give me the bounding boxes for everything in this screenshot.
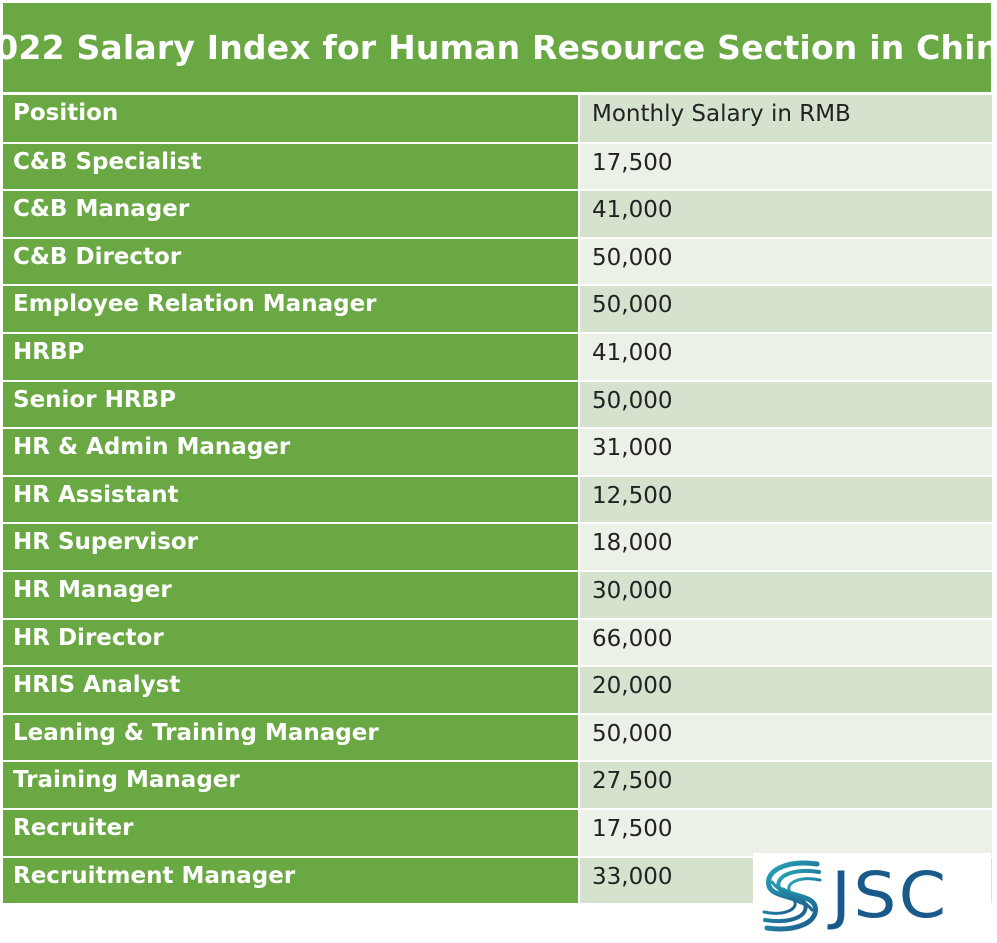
table-row: Recruiter 17,500 xyxy=(3,808,992,858)
table-row: Training Manager 27,500 xyxy=(3,761,992,810)
position-cell: HRIS Analyst xyxy=(3,666,580,715)
salary-cell: 66,000 xyxy=(579,618,992,668)
salary-cell: 20,000 xyxy=(579,666,992,715)
table-row: HRIS Analyst 20,000 xyxy=(3,666,992,715)
salary-cell: 31,000 xyxy=(579,428,992,477)
table-row: C&B Manager 41,000 xyxy=(3,190,992,239)
salary-cell: 17,500 xyxy=(579,142,992,192)
table-row: HRBP 41,000 xyxy=(3,332,992,382)
table-row: HR Director 66,000 xyxy=(3,618,992,668)
table-row: C&B Director 50,000 xyxy=(3,237,992,287)
logo-wordmark: JSC xyxy=(831,859,949,932)
table-row: HR Supervisor 18,000 xyxy=(3,523,992,572)
table-row: Senior HRBP 50,000 xyxy=(3,380,992,430)
jsc-swirl-logo-icon xyxy=(762,860,822,931)
page-title: 2022 Salary Index for Human Resource Sec… xyxy=(0,28,997,67)
table-row: HR & Admin Manager 31,000 xyxy=(3,428,992,477)
table-header-row: Position Monthly Salary in RMB xyxy=(3,95,992,144)
table-row: C&B Specialist 17,500 xyxy=(3,142,992,192)
salary-cell: 12,500 xyxy=(579,475,992,525)
position-cell: Leaning & Training Manager xyxy=(3,713,580,763)
salary-cell: 41,000 xyxy=(579,190,992,239)
header-position: Position xyxy=(3,95,580,144)
table-row: HR Assistant 12,500 xyxy=(3,475,992,525)
salary-cell: 50,000 xyxy=(579,713,992,763)
salary-cell: 50,000 xyxy=(579,237,992,287)
position-cell: HR Supervisor xyxy=(3,523,580,572)
salary-cell: 41,000 xyxy=(579,332,992,382)
position-cell: HR Manager xyxy=(3,570,580,620)
position-cell: HR Assistant xyxy=(3,475,580,525)
salary-cell: 17,500 xyxy=(579,808,992,858)
table-row: Employee Relation Manager 50,000 xyxy=(3,285,992,334)
jsc-logo: JSC xyxy=(753,853,991,938)
table-row: Leaning & Training Manager 50,000 xyxy=(3,713,992,763)
salary-cell: 50,000 xyxy=(579,285,992,334)
title-banner: 2022 Salary Index for Human Resource Sec… xyxy=(0,3,997,92)
salary-cell: 27,500 xyxy=(579,761,992,810)
position-cell: Employee Relation Manager xyxy=(3,285,580,334)
position-cell: Recruiter xyxy=(3,808,580,858)
salary-cell: 30,000 xyxy=(579,570,992,620)
position-cell: C&B Director xyxy=(3,237,580,287)
header-salary: Monthly Salary in RMB xyxy=(579,95,992,144)
position-cell: HRBP xyxy=(3,332,580,382)
position-cell: Training Manager xyxy=(3,761,580,810)
position-cell: Senior HRBP xyxy=(3,380,580,430)
position-cell: C&B Specialist xyxy=(3,142,580,192)
position-cell: HR Director xyxy=(3,618,580,668)
salary-table: Position Monthly Salary in RMB C&B Speci… xyxy=(3,95,992,906)
table-row: HR Manager 30,000 xyxy=(3,570,992,620)
salary-cell: 18,000 xyxy=(579,523,992,572)
salary-cell: 50,000 xyxy=(579,380,992,430)
position-cell: HR & Admin Manager xyxy=(3,428,580,477)
position-cell: Recruitment Manager xyxy=(3,856,580,906)
position-cell: C&B Manager xyxy=(3,190,580,239)
